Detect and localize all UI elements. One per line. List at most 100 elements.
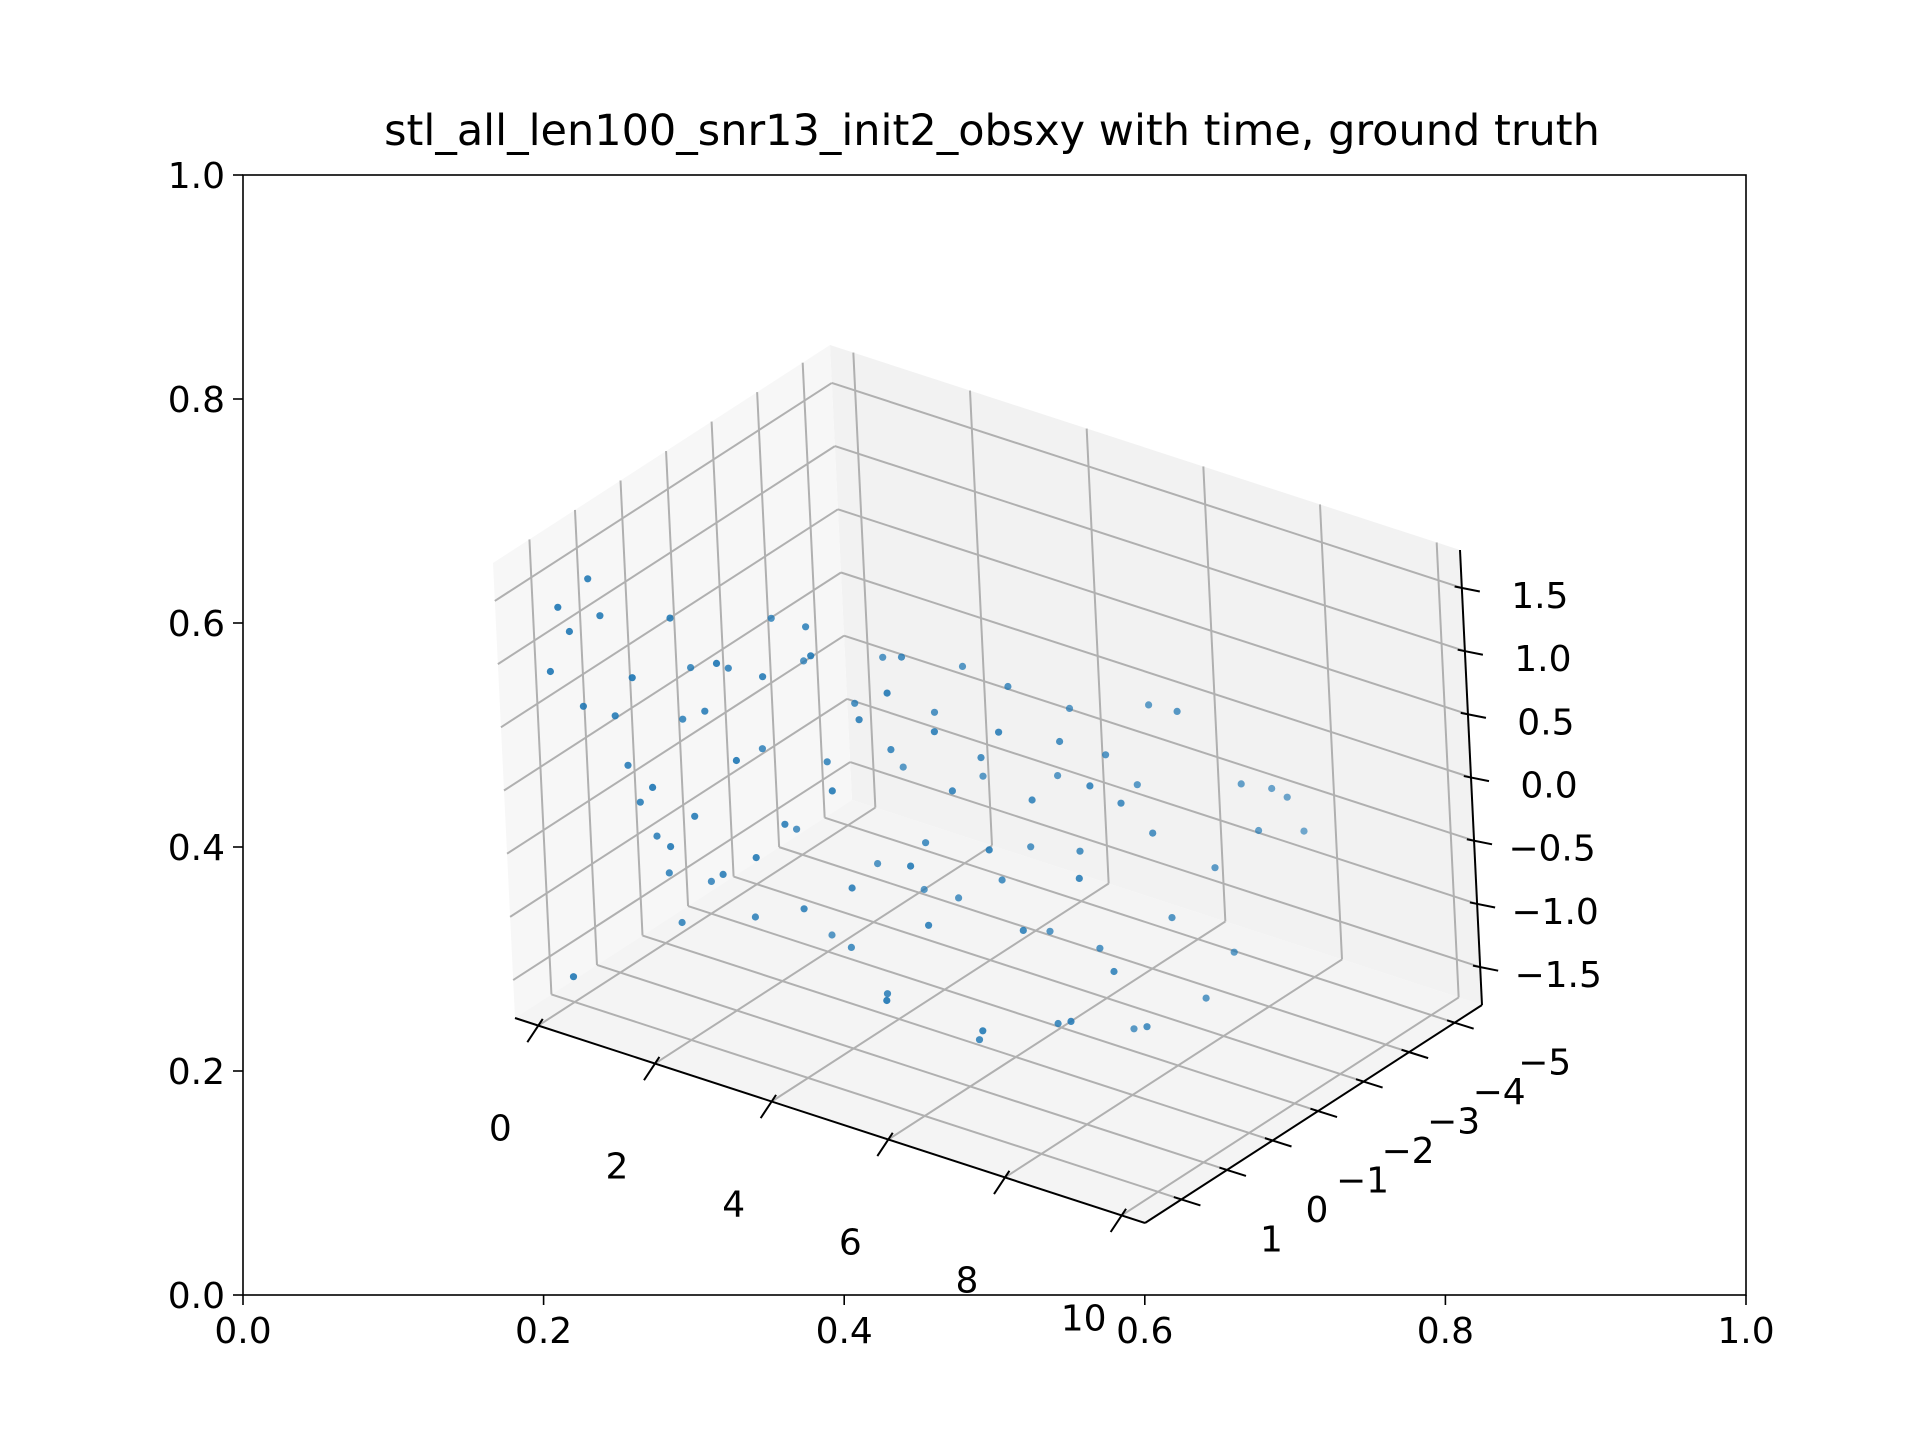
x3d-tick-label: 2 [606, 1147, 629, 1188]
scatter-point [958, 662, 967, 671]
scatter-point [628, 674, 636, 682]
scatter-point [1173, 707, 1181, 716]
scatter-point [955, 894, 963, 902]
scatter-point [665, 869, 673, 877]
scatter-point [975, 1036, 984, 1044]
x-tick-label: 0.0 [214, 1311, 271, 1352]
scatter-point [979, 1027, 987, 1035]
scatter-point [759, 673, 767, 681]
scatter-point [1211, 864, 1219, 872]
scatter-point [883, 990, 892, 998]
z3d-tick-mark [1472, 964, 1499, 972]
scatter-point [930, 708, 939, 716]
scatter-point [848, 884, 856, 892]
axes3d-ticks: 0246810−5−4−3−2−101−1.5−1.0−0.50.00.51.0… [489, 576, 1602, 1339]
scatter-point [800, 905, 808, 913]
grid-line-z [497, 445, 836, 665]
scatter-point [752, 854, 760, 862]
grid-line-z [509, 698, 848, 918]
x3d-tick-label: 0 [489, 1109, 512, 1150]
grid-line-y [824, 816, 1455, 1024]
scatter-point [874, 860, 882, 868]
scatter-point [1056, 737, 1064, 746]
scatter-point [1046, 927, 1054, 935]
scatter-point [1076, 847, 1084, 855]
x-tick-label: 0.8 [1417, 1311, 1474, 1352]
scatter-point [1117, 799, 1125, 807]
scatter-point [732, 756, 741, 765]
scatter-point [793, 825, 801, 833]
scatter-point [636, 798, 644, 806]
grid-line-z [494, 382, 833, 602]
y-tick-label: 1.0 [168, 156, 225, 197]
y3d-tick-label: −3 [1427, 1102, 1480, 1143]
outer-axes-frame [242, 174, 1747, 1296]
scatter-point [1133, 781, 1141, 789]
scatter-point [584, 575, 592, 583]
x3d-tick-label: 8 [956, 1260, 979, 1301]
scatter-point [920, 885, 928, 894]
grid-line-y [687, 905, 1319, 1113]
x3d-tick-mark [876, 1132, 894, 1157]
scatter-point [1168, 914, 1176, 922]
scatter-point [767, 614, 775, 622]
grid-line-z [846, 697, 1478, 905]
grid-line-y [642, 934, 1273, 1142]
scatter-point [1237, 780, 1245, 788]
y3d-tick-label: −5 [1518, 1043, 1571, 1084]
x-tick-label: 0.6 [1116, 1311, 1173, 1352]
x3d-tick-mark [1109, 1208, 1127, 1233]
scatter-point [979, 772, 987, 780]
scatter-point [1283, 793, 1291, 801]
scatter-point [1054, 1019, 1062, 1028]
z3d-tick-mark [1469, 901, 1496, 909]
outer-axes: 0.0 0.2 0.4 0.6 0.8 1.0 0.0 0.2 0.4 0.6 0.8 1.0 [168, 156, 1775, 1352]
scatter-point [691, 812, 699, 820]
z3d-tick-label: −1.5 [1514, 955, 1601, 996]
scatter-point [855, 716, 863, 724]
grid-line-z [503, 571, 842, 792]
x-axis-line [514, 1017, 1146, 1224]
grid-line-z [834, 445, 1466, 653]
y-axis-line [1144, 1004, 1483, 1224]
scatter-point [995, 728, 1003, 736]
grid-line-z [506, 634, 845, 855]
scatter-point [907, 862, 915, 870]
scatter-point [887, 746, 895, 754]
scatter-point [579, 702, 588, 710]
grid-line-x [887, 920, 1226, 1141]
scatter-point [802, 623, 810, 631]
scatter-point [930, 728, 939, 736]
scatter-point [807, 652, 815, 660]
grid-line-z [843, 634, 1475, 842]
grid-line-y [551, 993, 1182, 1201]
scatter-point [678, 918, 686, 927]
scatter-point [1019, 926, 1027, 935]
scatter-point [828, 787, 836, 795]
grid-line-z [512, 761, 851, 981]
scatter-points [546, 575, 1308, 1044]
grid-line-x [654, 844, 993, 1065]
z3d-tick-label: 0.0 [1520, 766, 1577, 807]
x-tick-label: 1.0 [1717, 1311, 1774, 1352]
scatter-point [554, 603, 562, 611]
grid-line-x [1004, 958, 1343, 1179]
scatter-point [666, 614, 674, 622]
scatter-point [653, 832, 661, 840]
y3d-tick-label: 1 [1260, 1219, 1283, 1260]
scatter-point [879, 653, 887, 661]
scatter-point [1110, 967, 1118, 976]
grid-line-x [537, 806, 876, 1027]
pane-floor [515, 800, 1482, 1223]
scatter-point [823, 758, 831, 766]
scatter-point [1255, 826, 1263, 835]
x-tick-label: 0.4 [816, 1311, 873, 1352]
y3d-tick-label: −2 [1382, 1131, 1435, 1172]
scatter-point [701, 707, 709, 715]
y-tick-label: 0.6 [168, 604, 225, 645]
scatter-point [1004, 682, 1012, 691]
scatter-point [751, 913, 760, 921]
z3d-tick-mark [1454, 585, 1481, 593]
scatter-point [712, 659, 721, 668]
z3d-tick-mark [1466, 838, 1493, 846]
